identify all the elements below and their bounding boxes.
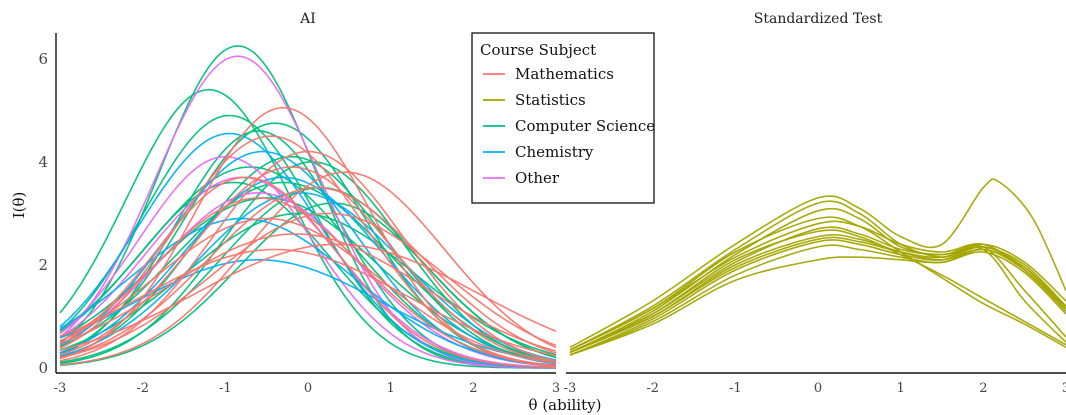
series-line — [569, 244, 1066, 356]
y-tick-label: 2 — [38, 256, 48, 274]
panel-ai: AI -3 -2 -1 0 1 2 3 0 2 4 6 — [38, 11, 560, 396]
series-line — [59, 191, 557, 361]
x-tick-label: -2 — [136, 381, 149, 396]
series-line — [569, 200, 1066, 351]
series-group — [59, 45, 557, 369]
series-line — [569, 178, 1066, 349]
legend-item: Other — [483, 169, 560, 187]
x-axis-label: θ (ability) — [529, 396, 602, 414]
legend-label: Statistics — [515, 91, 586, 109]
series-line — [569, 207, 1066, 354]
legend: Course Subject Mathematics Statistics Comp… — [471, 32, 655, 204]
x-tick-label: 0 — [304, 381, 312, 396]
legend-item: Statistics — [483, 91, 586, 109]
y-tick-label: 0 — [38, 359, 48, 377]
x-tick-label: 2 — [469, 381, 477, 396]
x-tick-label: -1 — [729, 381, 742, 396]
series-line — [569, 220, 1066, 351]
series-line — [59, 202, 557, 367]
x-tick-label: 1 — [387, 381, 395, 396]
y-axis-label: I(θ) — [10, 192, 28, 219]
series-group — [569, 178, 1066, 356]
series-line — [59, 176, 557, 369]
x-tick-label: 3 — [1062, 381, 1066, 396]
series-line — [569, 216, 1066, 351]
series-line — [59, 135, 557, 367]
series-line — [59, 171, 557, 366]
x-tick-label: -3 — [564, 381, 577, 396]
legend-item: Computer Science — [483, 117, 655, 135]
x-tick-label: -1 — [219, 381, 232, 396]
x-tick-label: 1 — [897, 381, 905, 396]
x-tick-label: 2 — [979, 381, 987, 396]
legend-title: Course Subject — [480, 41, 596, 59]
series-line — [59, 186, 557, 359]
series-line — [59, 217, 557, 364]
series-line — [59, 176, 557, 368]
legend-label: Chemistry — [515, 143, 594, 161]
series-line — [59, 155, 557, 369]
legend-item: Chemistry — [483, 143, 594, 161]
y-tick-label: 6 — [38, 50, 48, 68]
legend-label: Other — [515, 169, 560, 187]
panel-title: Standardized Test — [754, 11, 883, 27]
legend-box — [471, 32, 655, 204]
legend-label: Mathematics — [515, 65, 614, 83]
series-line — [569, 251, 1066, 356]
x-tick-label: 3 — [552, 381, 560, 396]
x-tick-label: -3 — [54, 381, 67, 396]
series-line — [59, 150, 557, 367]
panel-title: AI — [299, 11, 316, 27]
series-line — [569, 229, 1066, 354]
y-tick-label: 4 — [38, 153, 48, 171]
x-tick-label: -2 — [646, 381, 659, 396]
legend-label: Computer Science — [515, 117, 655, 135]
panel-standardized-test: Standardized Test -3 -2 -1 0 1 2 3 — [564, 11, 1066, 396]
x-tick-label: 0 — [814, 381, 822, 396]
series-line — [59, 132, 556, 369]
series-line — [569, 239, 1066, 356]
series-line — [59, 243, 557, 352]
legend-item: Mathematics — [483, 65, 614, 83]
series-line — [59, 248, 557, 357]
series-line — [569, 236, 1066, 354]
series-line — [59, 233, 557, 352]
